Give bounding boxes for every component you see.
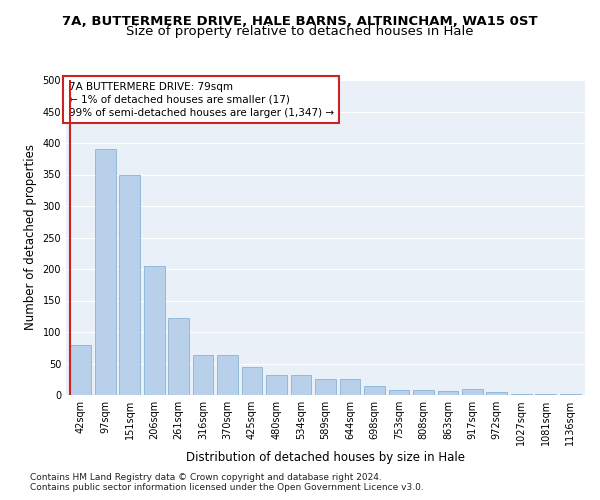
Text: Contains public sector information licensed under the Open Government Licence v3: Contains public sector information licen…: [30, 482, 424, 492]
Bar: [389, 390, 409, 395]
Bar: [462, 388, 483, 395]
Bar: [487, 392, 507, 395]
Bar: [193, 356, 214, 395]
Bar: [242, 368, 262, 395]
Bar: [437, 390, 458, 395]
X-axis label: Distribution of detached houses by size in Hale: Distribution of detached houses by size …: [186, 451, 465, 464]
Bar: [217, 356, 238, 395]
Bar: [168, 318, 189, 395]
Text: 7A, BUTTERMERE DRIVE, HALE BARNS, ALTRINCHAM, WA15 0ST: 7A, BUTTERMERE DRIVE, HALE BARNS, ALTRIN…: [62, 15, 538, 28]
Bar: [511, 394, 532, 395]
Bar: [95, 150, 116, 395]
Bar: [70, 344, 91, 395]
Bar: [560, 394, 581, 395]
Bar: [144, 266, 164, 395]
Bar: [364, 386, 385, 395]
Text: Contains HM Land Registry data © Crown copyright and database right 2024.: Contains HM Land Registry data © Crown c…: [30, 472, 382, 482]
Bar: [413, 390, 434, 395]
Y-axis label: Number of detached properties: Number of detached properties: [24, 144, 37, 330]
Bar: [290, 376, 311, 395]
Bar: [315, 379, 336, 395]
Text: Size of property relative to detached houses in Hale: Size of property relative to detached ho…: [126, 25, 474, 38]
Bar: [266, 376, 287, 395]
Bar: [119, 174, 140, 395]
Text: 7A BUTTERMERE DRIVE: 79sqm
← 1% of detached houses are smaller (17)
99% of semi-: 7A BUTTERMERE DRIVE: 79sqm ← 1% of detac…: [68, 82, 334, 118]
Bar: [535, 394, 556, 395]
Bar: [340, 379, 361, 395]
